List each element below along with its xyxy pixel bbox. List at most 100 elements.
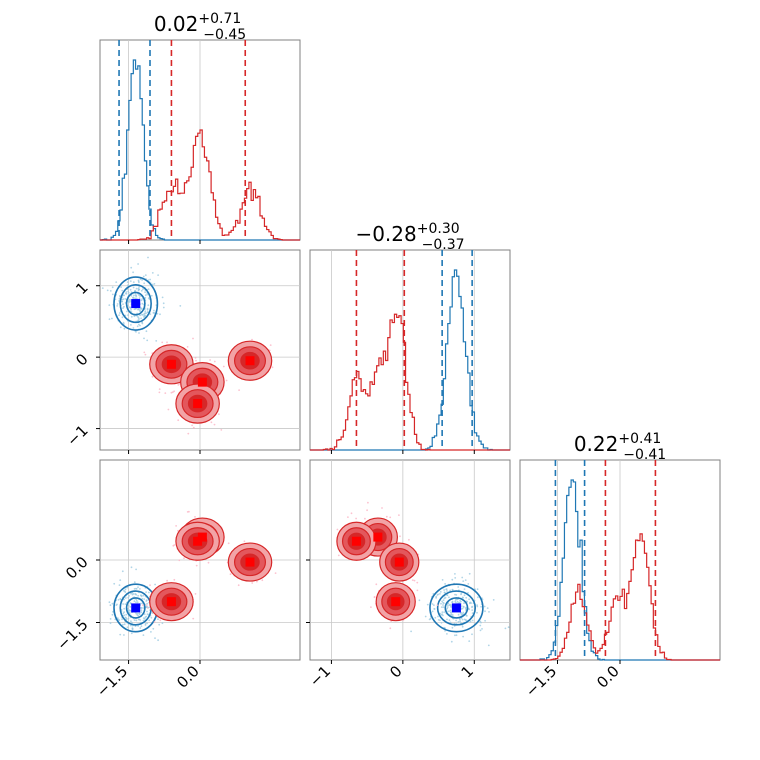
title-x0: 0.02+0.71 −0.45 [154,11,246,43]
scatter-point-blue [449,603,451,606]
scatter-point-blue [469,601,471,604]
scatter-point-blue [118,584,121,586]
scatter-point-blue [115,281,118,283]
scatter-point-red [194,593,197,595]
scatter-point-blue [465,619,468,622]
scatter-point-blue [442,604,444,606]
mode-marker-blue-0 [131,299,141,309]
scatter-point-blue [447,604,449,607]
scatter-point-red [225,379,228,382]
scatter-point-blue [450,640,453,643]
scatter-point-blue [140,308,143,310]
scatter-point-blue [428,618,431,621]
scatter-point-blue [463,602,465,605]
scatter-point-blue [144,314,147,317]
scatter-point-blue [424,615,427,618]
scatter-point-blue [118,314,120,316]
scatter-point-blue [153,283,156,285]
scatter-point-blue [476,605,479,608]
scatter-point-blue [463,588,466,590]
scatter-point-red [218,413,220,416]
scatter-point-blue [130,620,132,623]
scatter-point-blue [126,586,129,589]
scatter-point-blue [446,606,449,608]
scatter-point-red [416,581,419,584]
scatter-point-blue [150,616,153,619]
scatter-point-red [398,514,400,516]
scatter-point-blue [476,611,478,614]
scatter-point-blue [147,304,150,307]
scatter-point-blue [446,590,448,592]
scatter-point-red [389,627,392,630]
scatter-point-red [229,573,232,576]
scatter-point-blue [471,612,474,614]
scatter-point-blue [122,303,124,305]
scatter-point-red [210,421,213,424]
scatter-point-blue [144,310,147,313]
tick-label-x1-1: 0 [386,662,405,681]
scatter-point-blue [109,604,112,607]
scatter-point-blue [471,609,474,611]
scatter-point-red [269,344,272,346]
tick-label-y1-1: 0 [72,350,91,369]
scatter-point-blue [447,602,450,605]
scatter-point-blue [426,603,429,606]
scatter-point-red [271,366,274,369]
scatter-point-blue [118,619,120,622]
scatter-point-blue [142,288,144,291]
scatter-point-red [367,501,369,504]
scatter-point-blue [138,286,140,288]
scatter-point-blue [463,618,466,621]
scatter-point-blue [108,601,111,604]
scatter-point-red [375,583,378,586]
scatter-point-blue [410,630,412,633]
scatter-point-blue [133,308,136,311]
scatter-point-red [192,337,194,340]
scatter-point-blue [459,620,461,623]
scatter-point-blue [111,293,114,296]
scatter-point-blue [129,602,132,604]
scatter-point-blue [135,588,138,590]
scatter-point-blue [132,271,135,274]
scatter-point-blue [121,618,123,621]
scatter-point-blue [157,274,160,276]
title-x2-main: 0.22 [574,432,619,456]
scatter-point-blue [141,279,144,281]
scatter-point-blue [481,628,483,630]
scatter-point-blue [125,613,128,616]
panel-2-1 [336,501,510,647]
scatter-point-red [227,542,230,545]
scatter-point-blue [146,339,149,342]
scatter-point-blue [139,309,141,312]
scatter-point-blue [154,637,156,639]
panel-2-0 [100,510,277,642]
scatter-point-blue [442,602,445,605]
scatter-point-red [173,544,176,546]
scatter-point-blue [121,300,124,303]
scatter-point-blue [132,327,135,329]
scatter-point-blue [446,594,449,597]
scatter-point-blue [131,621,133,624]
scatter-point-blue [488,611,490,613]
scatter-point-blue [127,609,130,612]
scatter-point-blue [431,603,434,605]
scatter-point-blue [130,566,133,569]
scatter-point-blue [122,603,124,605]
title-x2-sub: −0.41 [623,447,666,463]
scatter-point-blue [137,289,140,292]
scatter-point-blue [121,570,124,573]
scatter-point-blue [141,302,144,305]
scatter-point-blue [108,318,111,321]
scatter-point-blue [123,327,126,330]
scatter-point-blue [444,583,446,585]
mode-marker-red-3 [394,557,404,567]
scatter-point-blue [124,588,127,591]
scatter-point-blue [162,306,165,309]
scatter-point-blue [127,617,130,620]
scatter-point-blue [443,591,446,594]
scatter-point-blue [137,287,140,290]
scatter-point-blue [138,308,141,310]
scatter-point-blue [136,601,139,604]
scatter-point-blue [140,299,143,302]
